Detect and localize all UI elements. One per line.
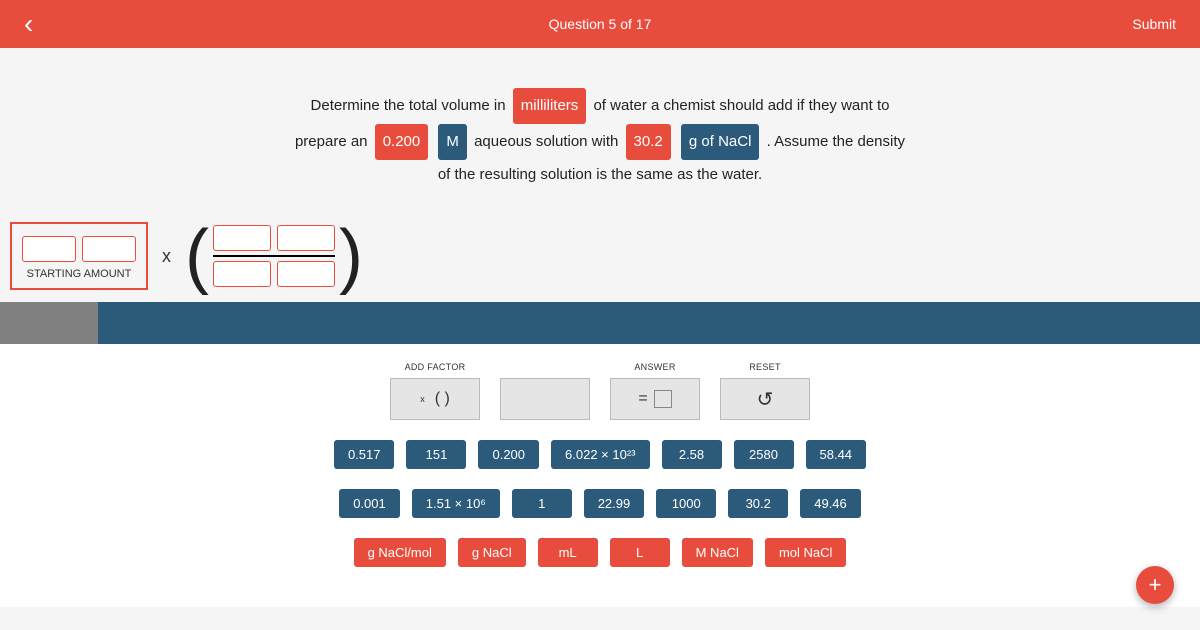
unit-chip[interactable]: mol NaCl <box>765 538 846 567</box>
starting-value-slot[interactable] <box>22 236 76 262</box>
chip-concentration: 0.200 <box>375 124 429 160</box>
answer-label: ANSWER <box>634 362 675 372</box>
conversion-factor: ( ) <box>185 220 363 292</box>
answer-placeholder-icon <box>654 390 672 408</box>
value-chip[interactable]: 22.99 <box>584 489 645 518</box>
add-factor-x: x <box>420 394 425 404</box>
progress-segment <box>0 302 98 344</box>
reset-label: RESET <box>749 362 781 372</box>
value-chip[interactable]: 0.001 <box>339 489 400 518</box>
add-fab-button[interactable]: + <box>1136 566 1174 604</box>
question-counter: Question 5 of 17 <box>549 16 652 32</box>
add-factor-parens: ( ) <box>435 390 450 408</box>
answer-button[interactable]: = <box>610 378 700 420</box>
blank-tool[interactable] <box>500 378 590 420</box>
question-text-segment: of the resulting solution is the same as… <box>438 166 762 183</box>
chip-molar-unit: M <box>438 124 467 160</box>
add-factor-label: ADD FACTOR <box>405 362 466 372</box>
question-text-segment: . Assume the density <box>767 133 905 150</box>
value-chip[interactable]: 30.2 <box>728 489 788 518</box>
add-factor-button[interactable]: x ( ) <box>390 378 480 420</box>
equals-sign: = <box>638 390 647 408</box>
value-chip[interactable]: 1000 <box>656 489 716 518</box>
value-chip[interactable]: 2.58 <box>662 440 722 469</box>
submit-button[interactable]: Submit <box>1132 16 1176 32</box>
divider-bar <box>0 302 1200 344</box>
back-chevron-icon[interactable]: ‹ <box>24 8 33 40</box>
starting-unit-slot[interactable] <box>82 236 136 262</box>
denominator-unit-slot[interactable] <box>277 261 335 287</box>
denominator-value-slot[interactable] <box>213 261 271 287</box>
fraction-bar <box>213 255 335 257</box>
value-chip[interactable]: 1.51 × 10⁶ <box>412 489 500 518</box>
value-chip[interactable]: 0.200 <box>478 440 539 469</box>
reset-icon: ↺ <box>757 387 774 412</box>
unit-chip[interactable]: M NaCl <box>682 538 753 567</box>
unit-chip[interactable]: g NaCl/mol <box>354 538 446 567</box>
value-chip[interactable]: 1 <box>512 489 572 518</box>
spacer-label <box>544 362 547 372</box>
value-chip[interactable]: 58.44 <box>806 440 867 469</box>
starting-amount-label: STARTING AMOUNT <box>22 268 136 280</box>
value-chip[interactable]: 6.022 × 10²³ <box>551 440 649 469</box>
value-chip[interactable]: 0.517 <box>334 440 395 469</box>
value-chip[interactable]: 49.46 <box>800 489 861 518</box>
reset-button[interactable]: ↺ <box>720 378 810 420</box>
value-chip[interactable]: 2580 <box>734 440 794 469</box>
question-text-segment: Determine the total volume in <box>311 97 506 114</box>
question-text: Determine the total volume in milliliter… <box>0 48 1200 220</box>
starting-amount-box[interactable]: STARTING AMOUNT <box>10 222 148 290</box>
left-paren: ( <box>185 220 209 292</box>
unit-chip[interactable]: mL <box>538 538 598 567</box>
right-paren: ) <box>339 220 363 292</box>
unit-chip[interactable]: g NaCl <box>458 538 526 567</box>
chip-mass-unit: g of NaCl <box>681 124 760 160</box>
question-text-segment: aqueous solution with <box>474 133 618 150</box>
value-chip[interactable]: 151 <box>406 440 466 469</box>
numerator-unit-slot[interactable] <box>277 225 335 251</box>
chip-milliliters: milliliters <box>513 88 587 124</box>
numerator-value-slot[interactable] <box>213 225 271 251</box>
question-text-segment: of water a chemist should add if they wa… <box>593 97 889 114</box>
chip-mass: 30.2 <box>626 124 671 160</box>
multiply-symbol: x <box>162 246 171 267</box>
unit-chip[interactable]: L <box>610 538 670 567</box>
question-text-segment: prepare an <box>295 133 368 150</box>
